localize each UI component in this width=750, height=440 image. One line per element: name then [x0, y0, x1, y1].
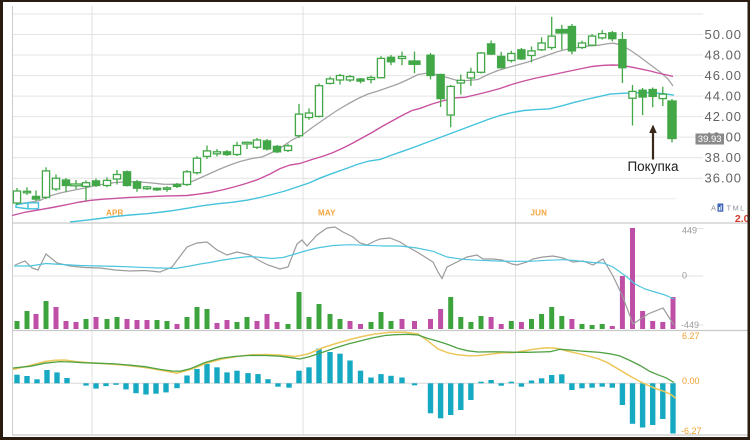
svg-text:JUN: JUN: [531, 209, 548, 218]
svg-text:38.00: 38.00: [705, 150, 743, 165]
svg-text:-6.27: -6.27: [681, 426, 702, 436]
svg-text:42.00: 42.00: [705, 109, 743, 124]
svg-text:39.93: 39.93: [698, 134, 722, 145]
svg-text:36.00: 36.00: [705, 171, 743, 186]
svg-text:449: 449: [682, 226, 697, 236]
svg-text:46.00: 46.00: [705, 68, 743, 83]
svg-text:0.00: 0.00: [682, 376, 700, 386]
svg-text:A: A: [711, 204, 716, 213]
svg-text:6.27: 6.27: [682, 331, 700, 341]
svg-text:44.00: 44.00: [705, 89, 743, 104]
svg-text:48.00: 48.00: [705, 47, 743, 62]
svg-text:Покупка: Покупка: [627, 159, 679, 174]
svg-text:MAY: MAY: [318, 209, 336, 218]
svg-text:APR: APR: [106, 209, 124, 218]
svg-text:-449: -449: [681, 320, 699, 330]
svg-text:2.0: 2.0: [735, 213, 750, 225]
svg-text:0: 0: [682, 271, 687, 281]
svg-text:TML: TML: [727, 204, 746, 213]
svg-text:50.00: 50.00: [705, 27, 743, 42]
